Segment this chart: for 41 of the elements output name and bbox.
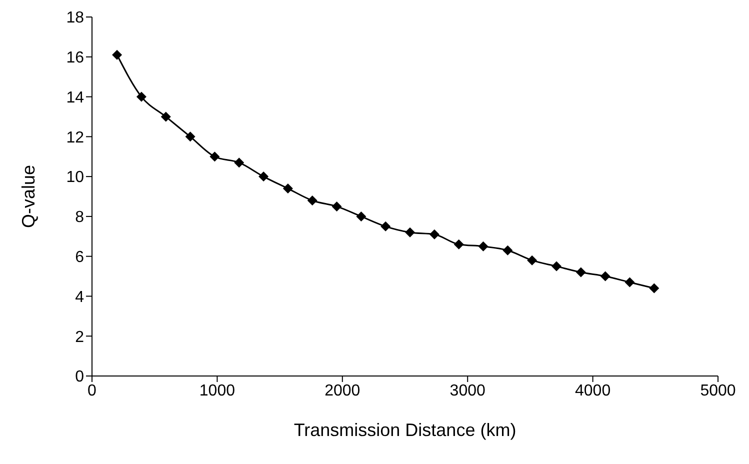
y-tick-label: 2 bbox=[75, 328, 84, 346]
point bbox=[282, 184, 293, 194]
point bbox=[332, 201, 342, 212]
point bbox=[380, 221, 391, 232]
x-tick-label: 0 bbox=[88, 382, 97, 400]
point bbox=[527, 255, 538, 266]
point bbox=[185, 132, 196, 142]
y-tick-label: 6 bbox=[75, 249, 84, 266]
y-tick-label: 18 bbox=[66, 10, 84, 27]
y-axis-title: Q-value bbox=[18, 164, 38, 228]
y-tick-label: 4 bbox=[75, 288, 84, 306]
point bbox=[210, 152, 220, 162]
point bbox=[429, 229, 440, 240]
y-tick-label: 8 bbox=[75, 209, 84, 226]
point bbox=[478, 241, 488, 252]
point bbox=[258, 172, 269, 182]
point bbox=[160, 112, 171, 122]
x-tick-label: 4000 bbox=[575, 382, 611, 400]
y-tick-label: 12 bbox=[66, 129, 84, 146]
y-tick-label: 14 bbox=[66, 89, 84, 106]
x-axis-title: Transmission Distance (km) bbox=[294, 420, 516, 440]
point bbox=[136, 92, 146, 102]
x-tick-label: 1000 bbox=[199, 382, 236, 400]
point bbox=[502, 245, 513, 256]
x-tick-label: 2000 bbox=[324, 382, 360, 400]
point bbox=[356, 211, 366, 222]
y-tick-label: 10 bbox=[66, 169, 84, 186]
y-tick-label: 0 bbox=[75, 368, 84, 386]
point bbox=[649, 283, 660, 294]
point bbox=[405, 227, 416, 238]
point bbox=[624, 277, 635, 288]
point bbox=[600, 271, 610, 282]
point bbox=[551, 261, 562, 272]
x-tick-label: 3000 bbox=[450, 382, 486, 400]
x-tick-label: 5000 bbox=[700, 382, 736, 400]
point bbox=[112, 50, 122, 60]
point bbox=[454, 239, 464, 250]
y-tick-label: 16 bbox=[66, 50, 84, 67]
point bbox=[576, 267, 586, 278]
point bbox=[307, 195, 318, 206]
point bbox=[234, 158, 244, 168]
